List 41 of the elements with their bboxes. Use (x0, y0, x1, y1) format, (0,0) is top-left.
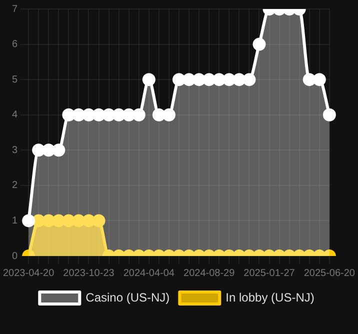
legend-label: In lobby (US-NJ) (226, 290, 314, 304)
point (42, 144, 56, 157)
y-tick-label: 6 (12, 39, 18, 50)
point (212, 73, 226, 86)
point (302, 73, 316, 86)
point (242, 73, 256, 86)
x-tick-label: 2023-04-20 (3, 268, 55, 279)
y-tick-label: 5 (12, 74, 18, 86)
y-tick-label: 3 (12, 144, 18, 156)
y-tick-label: 4 (12, 110, 18, 121)
legend-label: Casino (US-NJ) (86, 290, 170, 304)
y-tick-label: 0 (12, 250, 18, 262)
point (52, 144, 66, 157)
x-tick-label: 2024-08-29 (184, 268, 236, 279)
y-tick-label: 2 (12, 180, 18, 192)
point (132, 108, 146, 122)
point (182, 73, 196, 86)
point (162, 108, 176, 122)
point (32, 144, 46, 157)
point (92, 108, 106, 122)
point (82, 108, 96, 122)
y-tick-label: 1 (12, 215, 18, 226)
point (202, 73, 216, 86)
point (142, 73, 156, 86)
point (322, 108, 336, 122)
x-tick-label: 2025-01-27 (244, 268, 296, 279)
point (122, 108, 136, 122)
y-tick-label: 7 (12, 4, 18, 15)
point (152, 108, 166, 122)
point (62, 108, 76, 122)
point (232, 73, 246, 86)
x-tick-label: 2023-10-23 (63, 268, 115, 279)
point (102, 108, 116, 122)
point (222, 73, 236, 86)
point (172, 73, 186, 86)
point (112, 108, 126, 122)
point (72, 108, 86, 122)
x-tick-label: 2024-04-04 (123, 268, 175, 279)
point (312, 73, 326, 86)
point (192, 73, 206, 86)
x-tick-label: 2025-06-20 (304, 268, 356, 279)
